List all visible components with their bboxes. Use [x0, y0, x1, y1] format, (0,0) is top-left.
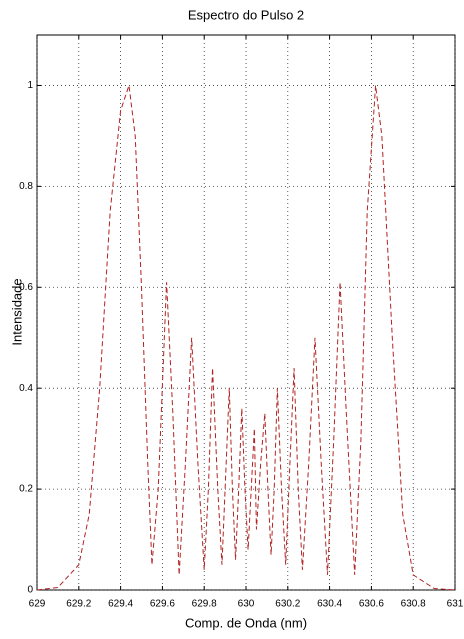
line-series	[36, 85, 456, 591]
x-tick-label: 630.6	[359, 599, 384, 610]
y-tick-label: 0.8	[19, 181, 33, 192]
y-tick-label: 0.6	[19, 282, 33, 293]
y-tick-label: 1	[27, 80, 33, 91]
y-tick-label: 0	[27, 585, 33, 596]
x-axis-label: Comp. de Onda (nm)	[185, 615, 307, 630]
x-tick-label: 630.2	[275, 599, 300, 610]
x-tick-label: 631	[447, 599, 464, 610]
x-tick-label: 630.8	[401, 599, 426, 610]
x-tick-label: 629	[29, 599, 46, 610]
x-tick-label: 629.4	[108, 599, 133, 610]
y-axis-label: Intensidade	[9, 278, 24, 345]
chart-title: Espectro do Pulso 2	[188, 7, 304, 22]
x-tick-label: 629.8	[192, 599, 217, 610]
x-tick-label: 629.6	[150, 599, 175, 610]
x-tick-label: 630	[238, 599, 255, 610]
x-tick-label: 629.2	[66, 599, 91, 610]
y-tick-label: 0.4	[19, 383, 33, 394]
y-tick-label: 0.2	[19, 484, 33, 495]
x-tick-label: 630.4	[317, 599, 342, 610]
